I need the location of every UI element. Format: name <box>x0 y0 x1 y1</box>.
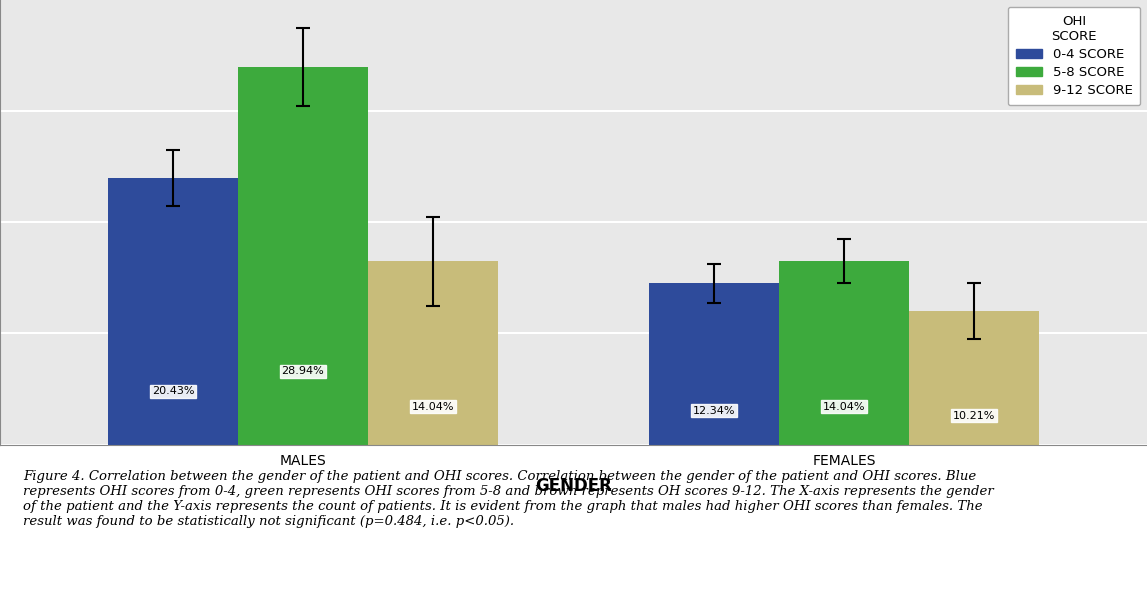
Bar <box>108 178 239 444</box>
Text: 10.21%: 10.21% <box>953 410 996 420</box>
Text: 12.34%: 12.34% <box>693 405 735 416</box>
Text: Figure 4. Correlation between the gender of the patient and OHI scores. Correlat: Figure 4. Correlation between the gender… <box>23 470 993 528</box>
Text: 20.43%: 20.43% <box>151 386 194 396</box>
Bar <box>779 261 908 444</box>
Bar <box>649 283 779 444</box>
Text: 14.04%: 14.04% <box>412 401 454 411</box>
X-axis label: GENDER: GENDER <box>535 477 612 495</box>
Legend: 0-4 SCORE, 5-8 SCORE, 9-12 SCORE: 0-4 SCORE, 5-8 SCORE, 9-12 SCORE <box>1008 7 1140 105</box>
Bar <box>908 311 1039 444</box>
Text: 28.94%: 28.94% <box>282 367 325 377</box>
Text: 14.04%: 14.04% <box>822 401 865 411</box>
Bar <box>239 66 368 444</box>
Bar <box>368 261 498 444</box>
